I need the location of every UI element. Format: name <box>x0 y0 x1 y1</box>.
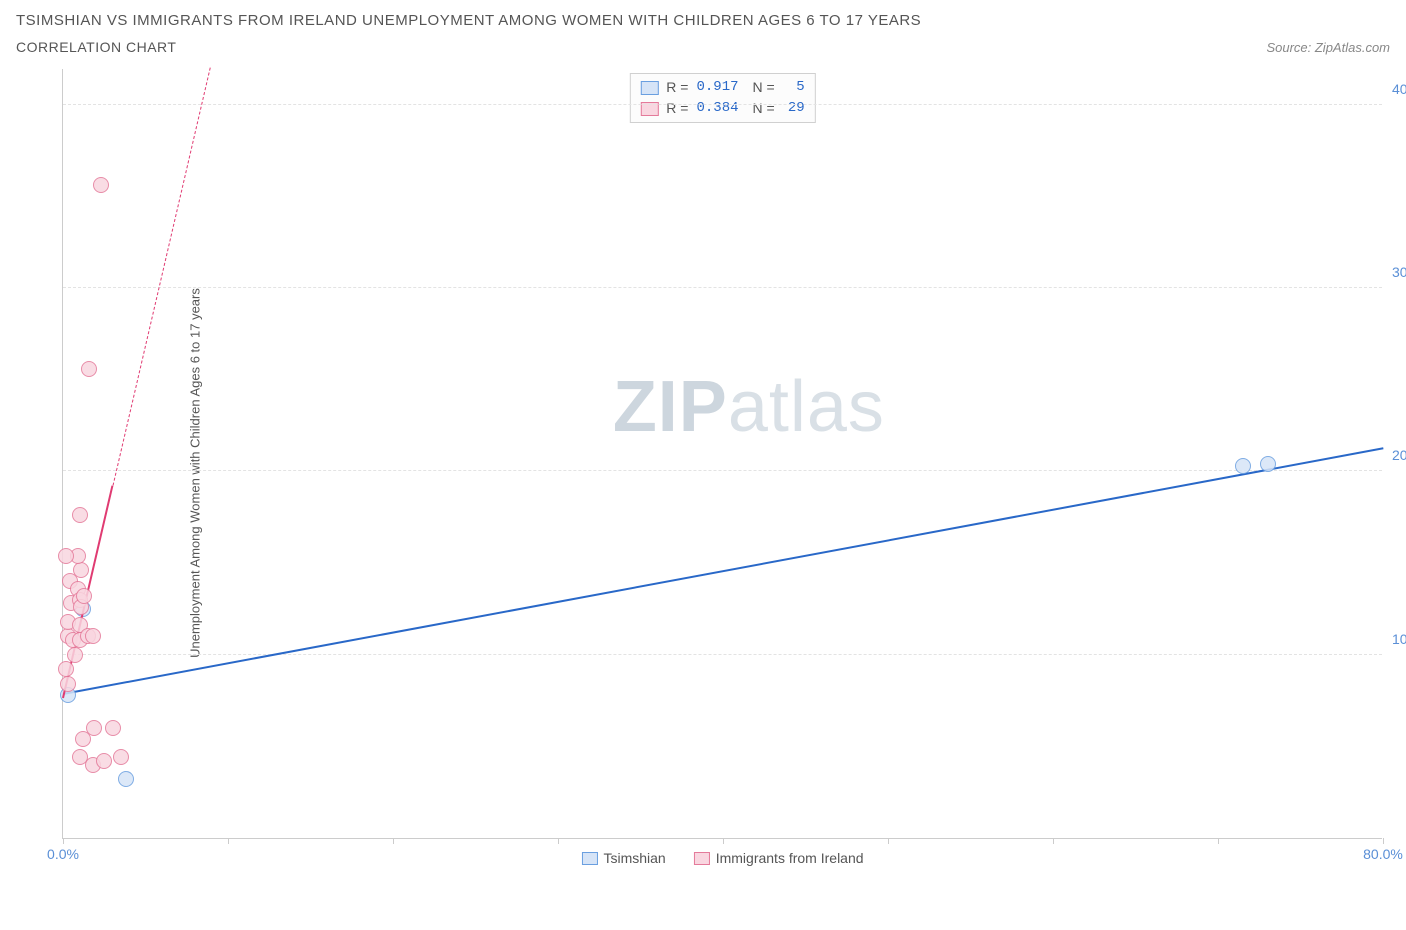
y-tick-label: 40.0% <box>1384 81 1406 97</box>
legend-item: Immigrants from Ireland <box>694 850 864 866</box>
data-point <box>72 749 88 765</box>
data-point <box>81 361 97 377</box>
legend-swatch <box>694 852 710 865</box>
chart-container: Unemployment Among Women with Children A… <box>16 63 1390 883</box>
source-attribution: Source: ZipAtlas.com <box>1266 40 1390 55</box>
data-point <box>85 628 101 644</box>
legend-n-value: 29 <box>783 98 805 119</box>
data-point <box>58 661 74 677</box>
x-tick-mark <box>393 838 394 844</box>
data-point <box>76 588 92 604</box>
grid-line <box>63 104 1382 105</box>
watermark-bold: ZIP <box>613 367 728 447</box>
data-point <box>58 548 74 564</box>
x-tick-mark <box>63 838 64 844</box>
watermark: ZIPatlas <box>613 366 885 448</box>
legend-row: R = 0.384 N = 29 <box>640 98 804 119</box>
x-tick-mark <box>1053 838 1054 844</box>
legend-r-value: 0.917 <box>696 77 738 98</box>
x-tick-label: 0.0% <box>47 846 79 862</box>
data-point <box>105 720 121 736</box>
grid-line <box>63 287 1382 288</box>
data-point <box>118 771 134 787</box>
legend-label: Immigrants from Ireland <box>716 850 864 866</box>
data-point <box>75 731 91 747</box>
correlation-legend: R = 0.917 N = 5 R = 0.384 N = 29 <box>629 73 815 123</box>
watermark-light: atlas <box>728 367 885 447</box>
x-tick-mark <box>558 838 559 844</box>
data-point <box>96 753 112 769</box>
legend-r-label: R = <box>666 77 688 98</box>
x-tick-mark <box>888 838 889 844</box>
data-point <box>67 647 83 663</box>
legend-item: Tsimshian <box>581 850 665 866</box>
trend-line <box>63 447 1383 695</box>
chart-subtitle: CORRELATION CHART <box>16 39 176 55</box>
y-tick-label: 10.0% <box>1384 631 1406 647</box>
chart-title: TSIMSHIAN VS IMMIGRANTS FROM IRELAND UNE… <box>16 12 1390 29</box>
x-tick-mark <box>1218 838 1219 844</box>
legend-n-label: N = <box>753 98 775 119</box>
data-point <box>1235 458 1251 474</box>
data-point <box>113 749 129 765</box>
x-tick-mark <box>1383 838 1384 844</box>
x-tick-label: 80.0% <box>1363 846 1403 862</box>
grid-line <box>63 654 1382 655</box>
legend-r-value: 0.384 <box>696 98 738 119</box>
plot-area: ZIPatlas R =0.917N =5R =0.384N =29 Tsims… <box>62 69 1382 839</box>
legend-row: R = 0.917 N = 5 <box>640 77 804 98</box>
data-point <box>93 177 109 193</box>
data-point <box>1260 456 1276 472</box>
grid-line <box>63 470 1382 471</box>
data-point <box>73 562 89 578</box>
legend-swatch <box>581 852 597 865</box>
data-point <box>60 676 76 692</box>
y-tick-label: 20.0% <box>1384 447 1406 463</box>
legend-n-value: 5 <box>783 77 805 98</box>
trend-line <box>112 67 210 485</box>
series-legend: Tsimshian Immigrants from Ireland <box>581 850 863 866</box>
legend-swatch <box>640 81 658 95</box>
x-tick-mark <box>228 838 229 844</box>
y-tick-label: 30.0% <box>1384 264 1406 280</box>
legend-n-label: N = <box>753 77 775 98</box>
x-tick-mark <box>723 838 724 844</box>
legend-label: Tsimshian <box>603 850 665 866</box>
legend-r-label: R = <box>666 98 688 119</box>
data-point <box>72 507 88 523</box>
subtitle-row: CORRELATION CHART Source: ZipAtlas.com <box>16 39 1390 55</box>
